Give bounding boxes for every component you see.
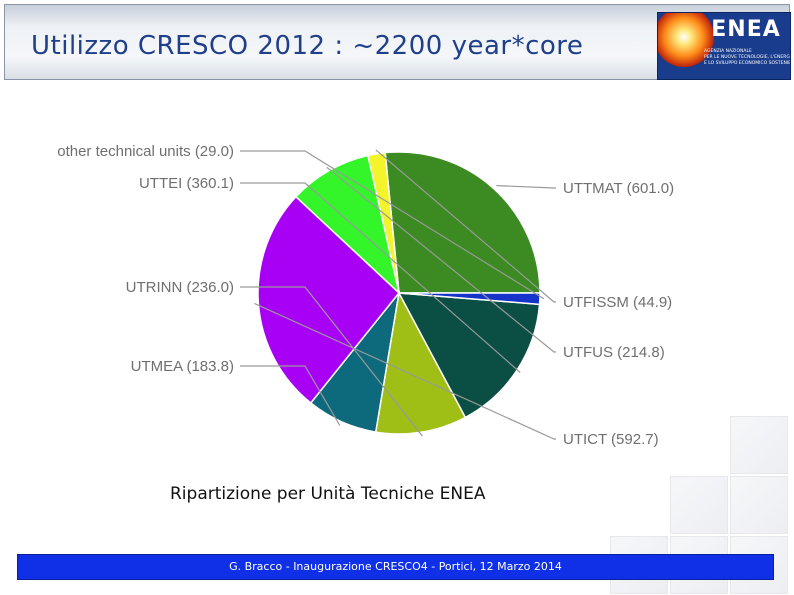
tile <box>670 476 728 534</box>
slice-label: UTTMAT (601.0) <box>563 180 674 197</box>
leader-line <box>240 150 545 300</box>
slide-title: Utilizzo CRESCO 2012 : ~2200 year*core <box>31 31 584 61</box>
leader-line <box>240 286 423 437</box>
leader-line <box>375 149 556 303</box>
pie-slice-utfus <box>294 154 401 296</box>
pie-slice-other-technical-units <box>398 292 541 306</box>
tile <box>730 416 788 474</box>
leader-line <box>240 182 521 373</box>
slice-label: UTMEA (183.8) <box>131 358 234 375</box>
slice-label: UTFUS (214.8) <box>563 344 665 361</box>
chart-caption: Ripartizione per Unità Tecniche ENEA <box>170 484 486 504</box>
logo-line: PER LE NUOVE TECNOLOGIE, L'ENERGIA <box>704 55 791 60</box>
logo-wordmark: ENEA <box>711 17 781 42</box>
slice-label: UTICT (592.7) <box>563 431 659 448</box>
footer-bar: G. Bracco - Inaugurazione CRESCO4 - Port… <box>17 554 774 580</box>
sun-icon <box>658 13 714 67</box>
slide-header: Utilizzo CRESCO 2012 : ~2200 year*core E… <box>4 4 791 80</box>
leader-lines <box>240 149 556 440</box>
slice-labels: UTTMAT (601.0) UTFISSM (44.9) UTFUS (214.8… <box>57 143 674 448</box>
leader-line <box>240 365 341 426</box>
pie-slice-utrinn <box>374 290 467 435</box>
pie-slice-utict <box>257 195 401 405</box>
logo-line: AGENZIA NAZIONALE <box>704 49 752 54</box>
logo-subtitle: AGENZIA NAZIONALE PER LE NUOVE TECNOLOGI… <box>704 49 790 67</box>
pie-slices <box>257 151 541 435</box>
leader-line <box>496 185 556 189</box>
tile <box>730 476 788 534</box>
slice-label: UTRINN (236.0) <box>126 279 234 296</box>
slice-label: UTTEI (360.1) <box>139 175 234 192</box>
slice-label: other technical units (29.0) <box>57 143 234 160</box>
logo-line: E LO SVILUPPO ECONOMICO SOSTENIBILE <box>704 61 791 66</box>
enea-logo: ENEA AGENZIA NAZIONALE PER LE NUOVE TECN… <box>657 12 791 80</box>
slice-label: UTFISSM (44.9) <box>563 294 672 311</box>
pie-slice-uttmat <box>384 151 541 294</box>
footer-text: G. Bracco - Inaugurazione CRESCO4 - Port… <box>229 560 562 573</box>
leader-line <box>326 166 556 353</box>
